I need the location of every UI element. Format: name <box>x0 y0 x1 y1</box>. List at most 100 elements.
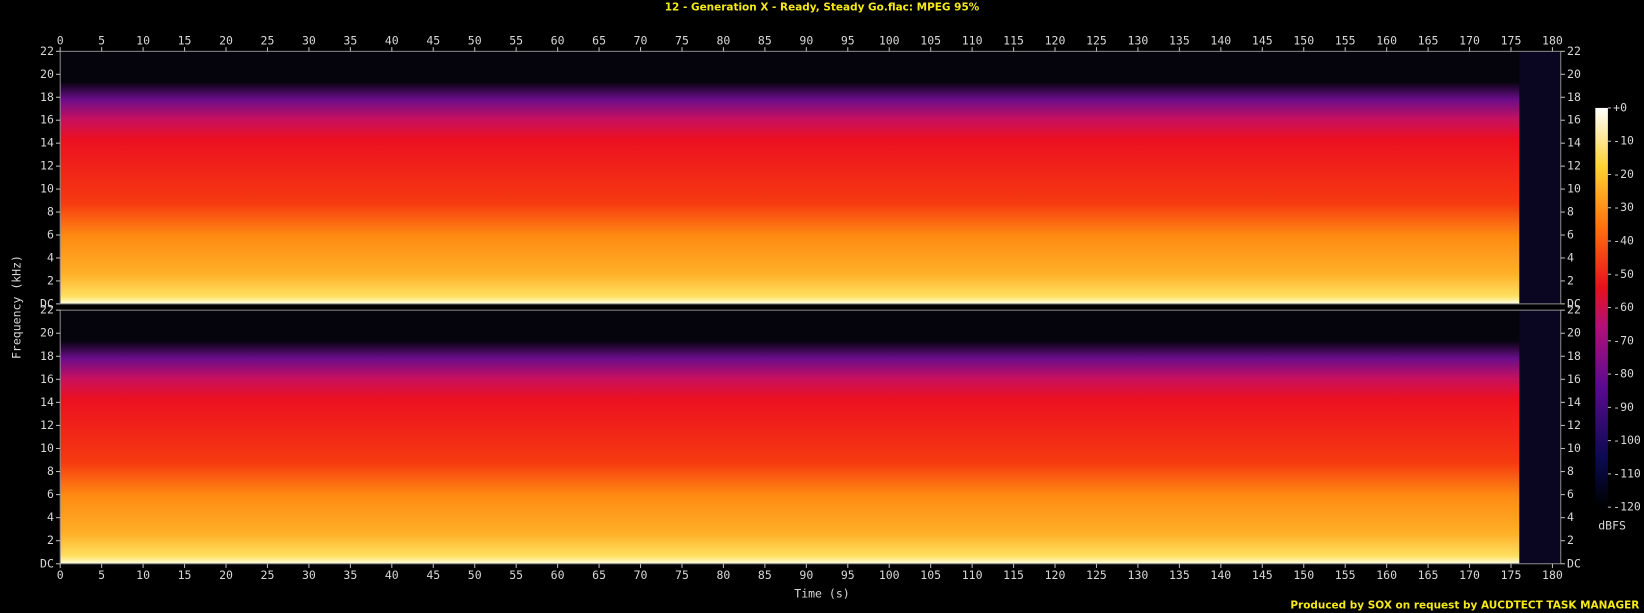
x-tick-label: 150 <box>1293 568 1314 582</box>
y-tick-label: DC <box>40 296 54 310</box>
x-tick-label: 90 <box>799 33 813 47</box>
x-tick-label: 75 <box>675 33 689 47</box>
y-tick-label: 8 <box>47 464 54 478</box>
y-tick-label: DC <box>1567 556 1581 570</box>
x-tick-label: 45 <box>426 33 440 47</box>
x-tick-label: 155 <box>1335 568 1356 582</box>
y-tick-label: 16 <box>1567 113 1581 127</box>
x-tick-label: 0 <box>57 568 64 582</box>
x-tick-label: 110 <box>962 33 983 47</box>
y-tick-label: 22 <box>40 303 54 317</box>
y-tick-label: 18 <box>1567 90 1581 104</box>
x-tick-label: 65 <box>592 33 606 47</box>
y-tick-label: 14 <box>40 136 54 150</box>
y-tick-label: 16 <box>40 372 54 386</box>
x-tick-label: 75 <box>675 568 689 582</box>
colorbar-tick-label: -80 <box>1613 367 1634 381</box>
colorbar-tick-label: -110 <box>1613 466 1641 480</box>
x-tick-label: 125 <box>1086 568 1107 582</box>
x-tick-label: 40 <box>385 568 399 582</box>
x-tick-label: 50 <box>468 33 482 47</box>
x-tick-label: 65 <box>592 568 606 582</box>
y-tick-label: 10 <box>40 441 54 455</box>
x-tick-label: 105 <box>920 33 941 47</box>
y-tick-label: 16 <box>1567 372 1581 386</box>
x-tick-label: 0 <box>57 33 64 47</box>
y-tick-label: 20 <box>40 326 54 340</box>
x-tick-label: 135 <box>1169 568 1190 582</box>
x-tick-label: 120 <box>1045 33 1066 47</box>
spectrogram <box>60 51 1561 304</box>
x-tick-label: 35 <box>343 568 357 582</box>
y-tick-label: 6 <box>47 487 54 501</box>
y-tick-label: 22 <box>1567 303 1581 317</box>
x-tick-label: 100 <box>879 33 900 47</box>
y-tick-label: 18 <box>40 349 54 363</box>
y-tick-label: 22 <box>40 44 54 58</box>
y-tick-label: 4 <box>1567 510 1574 524</box>
x-tick-label: 180 <box>1542 568 1563 582</box>
x-tick-label: 175 <box>1501 568 1522 582</box>
x-tick-label: 145 <box>1252 33 1273 47</box>
x-tick-label: 170 <box>1459 33 1480 47</box>
x-tick-label: 55 <box>509 568 523 582</box>
x-tick-label: 95 <box>841 568 855 582</box>
x-tick-label: 95 <box>841 33 855 47</box>
y-tick-label: 14 <box>40 395 54 409</box>
x-tick-label: 60 <box>551 568 565 582</box>
y-tick-label: DC <box>1567 296 1581 310</box>
x-tick-label: 130 <box>1128 568 1149 582</box>
x-tick-label: 115 <box>1003 33 1024 47</box>
colorbar-tick-label: -20 <box>1613 167 1634 181</box>
y-tick-label: 10 <box>40 182 54 196</box>
credit: Produced by SOX on request by AUCDTECT T… <box>1290 600 1639 612</box>
x-tick-label: 155 <box>1335 33 1356 47</box>
x-tick-label: 85 <box>758 568 772 582</box>
x-tick-label: 90 <box>799 568 813 582</box>
x-tick-label: 85 <box>758 33 772 47</box>
x-tick-label: 5 <box>98 568 105 582</box>
y-tick-label: 4 <box>1567 250 1574 264</box>
y-tick-label: 20 <box>1567 326 1581 340</box>
colorbar-tick-label: -50 <box>1613 267 1634 281</box>
y-tick-label: 14 <box>1567 395 1581 409</box>
y-tick-label: 2 <box>47 533 54 547</box>
y-tick-label: 8 <box>1567 205 1574 219</box>
x-tick-label: 20 <box>219 33 233 47</box>
y-tick-label: DC <box>40 556 54 570</box>
x-tick-label: 165 <box>1418 33 1439 47</box>
y-tick-label: 6 <box>1567 487 1574 501</box>
colorbar-tick-label: -60 <box>1613 300 1634 314</box>
y-tick-label: 10 <box>1567 441 1581 455</box>
colorbar-tick-label: -40 <box>1613 234 1634 248</box>
x-tick-label: 100 <box>879 568 900 582</box>
y-tick-label: 8 <box>47 205 54 219</box>
x-tick-label: 35 <box>343 33 357 47</box>
x-tick-label: 115 <box>1003 568 1024 582</box>
x-tick-label: 165 <box>1418 568 1439 582</box>
x-tick-label: 70 <box>634 33 648 47</box>
colorbar-tick-label: +0 <box>1613 100 1627 114</box>
x-tick-label: 140 <box>1210 568 1231 582</box>
x-tick-label: 80 <box>716 568 730 582</box>
y-tick-label: 12 <box>1567 159 1581 173</box>
x-tick-label: 70 <box>634 568 648 582</box>
plot-frame <box>59 309 1562 565</box>
x-tick-label: 40 <box>385 33 399 47</box>
x-tick-label: 10 <box>136 568 150 582</box>
x-tick-label: 125 <box>1086 33 1107 47</box>
y-tick-label: 12 <box>40 418 54 432</box>
x-tick-label: 145 <box>1252 568 1273 582</box>
colorbar-tick-label: -30 <box>1613 200 1634 214</box>
y-tick-label: 20 <box>1567 67 1581 81</box>
x-tick-label: 180 <box>1542 33 1563 47</box>
x-tick-label: 175 <box>1501 33 1522 47</box>
x-tick-label: 160 <box>1376 568 1397 582</box>
x-tick-label: 25 <box>261 568 275 582</box>
x-tick-label: 45 <box>426 568 440 582</box>
x-tick-label: 20 <box>219 568 233 582</box>
x-tick-label: 160 <box>1376 33 1397 47</box>
y-tick-label: 2 <box>1567 533 1574 547</box>
